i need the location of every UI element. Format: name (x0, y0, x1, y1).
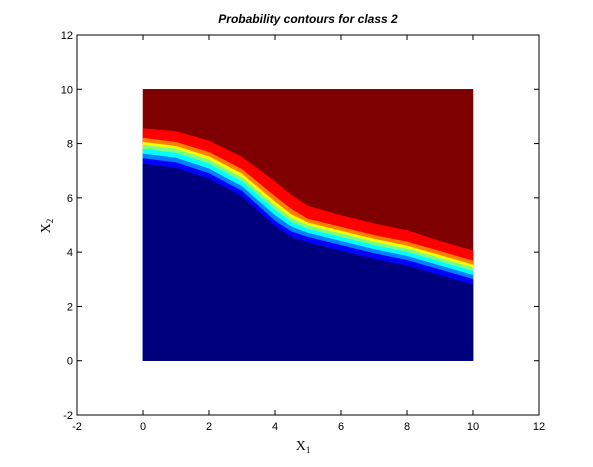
y-tick-label: 12 (61, 30, 73, 42)
y-tick-label: 8 (67, 139, 73, 151)
x-axis-label: X1 (296, 439, 311, 455)
x-axis-label-subscript: 1 (306, 445, 311, 455)
y-tick-label: 0 (67, 356, 73, 368)
y-axis-label-group: X2 (39, 219, 55, 234)
x-tick-label: -2 (72, 421, 82, 433)
x-tick-label: 8 (404, 421, 410, 433)
y-axis-label-base: X (39, 223, 54, 233)
y-tick-label: 4 (67, 247, 73, 259)
x-tick-label: 12 (533, 421, 545, 433)
chart-title: Probability contours for class 2 (218, 12, 398, 26)
y-axis-label-subscript: 2 (45, 219, 55, 224)
x-tick-label: 4 (272, 421, 278, 433)
axes-box (76, 34, 540, 416)
contour-fills (142, 89, 474, 361)
contour-band-0 (142, 163, 474, 361)
x-tick-label: 2 (206, 421, 212, 433)
y-tick-label: -2 (63, 410, 73, 422)
y-tick-label: 2 (67, 301, 73, 313)
x-tick-label: 0 (140, 421, 146, 433)
x-axis-label-base: X (296, 439, 306, 454)
x-tick-label: 10 (467, 421, 479, 433)
axis-ticks: -2 0 2 4 6 8 10 12 -2 0 2 4 6 8 10 12 (61, 30, 545, 433)
x-tick-label: 6 (338, 421, 344, 433)
y-tick-label: 6 (67, 193, 73, 205)
y-axis-label: X2 (39, 219, 55, 234)
y-tick-label: 10 (61, 84, 73, 96)
